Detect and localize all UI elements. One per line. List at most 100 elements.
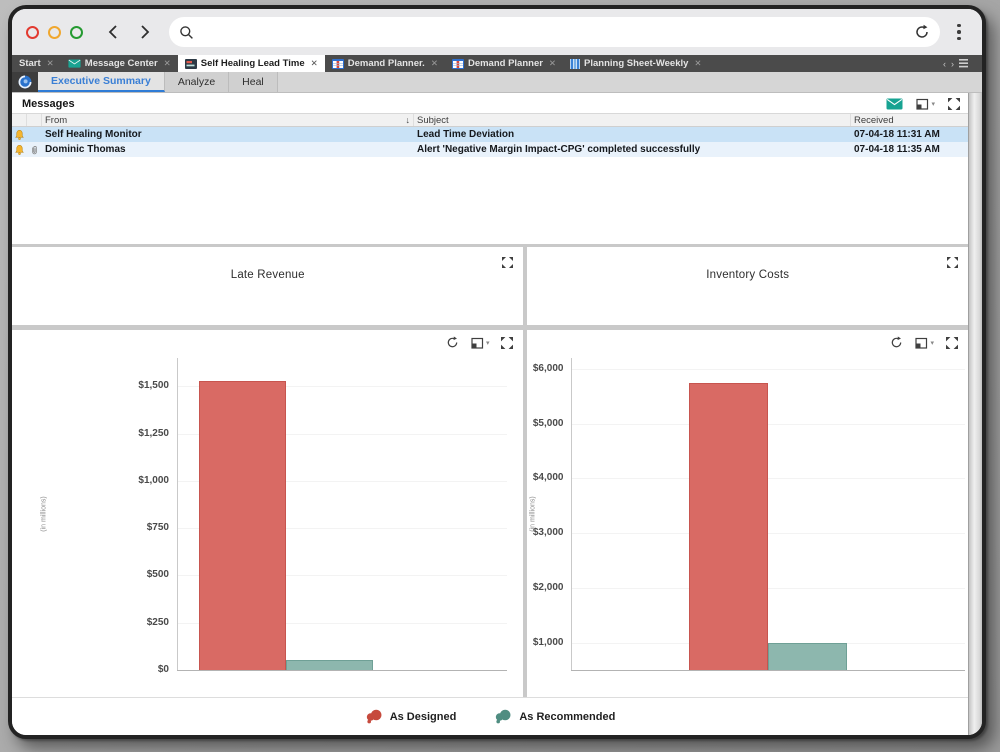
close-tab-icon[interactable]: ✕ <box>46 58 54 68</box>
refresh-chart-icon[interactable] <box>446 336 459 349</box>
minimize-window-button[interactable] <box>48 25 61 39</box>
view-tab-label: Heal <box>242 76 264 88</box>
tab-label: Self Healing Lead Time <box>200 58 305 69</box>
maximize-late-revenue-button[interactable] <box>502 255 514 273</box>
messages-table-body: Self Healing Monitor Lead Time Deviation 0… <box>12 127 968 244</box>
expand-icon <box>947 257 958 268</box>
message-row-2[interactable]: Dominic Thomas Alert 'Negative Margin Imp… <box>12 142 968 157</box>
app-tab-planning-sheet-weekly[interactable]: Planning Sheet-Weekly ✕ <box>563 55 708 72</box>
legend-item-as-recommended[interactable]: As Recommended <box>494 709 615 724</box>
vertical-scrollbar[interactable] <box>968 93 982 735</box>
export-dropdown-caret-icon: ▾ <box>485 339 490 347</box>
y-axis-line <box>571 358 573 670</box>
refresh-chart-icon[interactable] <box>890 336 903 349</box>
legend-item-as-designed[interactable]: As Designed <box>365 709 457 724</box>
y-tick-label: $1,000 <box>138 474 169 486</box>
app-tab-message-center[interactable]: Message Center ✕ <box>61 55 178 72</box>
message-row-1[interactable]: Self Healing Monitor Lead Time Deviation 0… <box>12 127 968 142</box>
view-tab-analyze[interactable]: Analyze <box>164 72 230 92</box>
y-tick-label: $4,000 <box>532 472 564 484</box>
expand-icon <box>948 98 960 110</box>
messages-panel-title: Messages <box>22 98 75 110</box>
message-from: Dominic Thomas <box>45 144 126 155</box>
browser-menu-button[interactable] <box>950 23 968 41</box>
column-icon-1 <box>12 114 27 126</box>
gridline <box>571 423 966 425</box>
export-window-icon <box>915 337 928 349</box>
message-from: Self Healing Monitor <box>45 129 142 140</box>
legend-label: As Designed <box>389 710 457 723</box>
close-tab-icon[interactable]: ✕ <box>163 58 171 68</box>
legend-label: As Recommended <box>519 710 616 723</box>
y-axis-unit-label: (in millions) <box>40 496 48 532</box>
tab-scroll-controls: ‹ › <box>937 55 968 72</box>
zoom-window-button[interactable] <box>70 25 83 39</box>
series-marker-icon <box>496 709 511 724</box>
gridline <box>177 386 507 388</box>
scroll-tabs-right-icon[interactable]: › <box>951 58 954 69</box>
forward-button[interactable] <box>133 21 155 43</box>
chevron-left-icon <box>108 25 117 39</box>
bar-as-recommended[interactable] <box>286 659 373 670</box>
sort-descending-icon: ↓ <box>405 115 411 125</box>
view-tab-executive-summary[interactable]: Executive Summary <box>38 72 165 92</box>
chart-legend: As Designed As Recommended <box>12 697 968 735</box>
gridline <box>571 368 966 370</box>
gridline <box>571 478 966 480</box>
export-dropdown-caret-icon: ▾ <box>931 101 935 108</box>
app-tab-start[interactable]: Start ✕ <box>12 55 61 72</box>
spreadsheet-icon <box>331 58 344 69</box>
refresh-page-icon[interactable] <box>914 24 930 40</box>
view-tab-heal[interactable]: Heal <box>229 72 278 92</box>
late-revenue-chart-panel: ▾ $0 $250 $500 $750 $1,000 $1,250 $1,500 (in mi… <box>12 330 524 697</box>
y-tick-label: $5,000 <box>532 417 564 429</box>
export-chart-button[interactable]: ▾ <box>471 337 490 349</box>
tab-label: Demand Planner <box>467 58 543 69</box>
app-tab-self-healing-lead-time[interactable]: Self Healing Lead Time ✕ <box>177 55 325 72</box>
maximize-messages-button[interactable] <box>948 98 960 110</box>
app-home-button[interactable] <box>12 72 38 92</box>
scroll-tabs-left-icon[interactable]: ‹ <box>943 58 946 69</box>
dashboard-icon <box>184 58 197 69</box>
app-tab-demand-planner[interactable]: Demand Planner ✕ <box>445 55 563 72</box>
export-messages-button[interactable]: ▾ <box>916 98 935 110</box>
bar-as-designed[interactable] <box>199 380 286 670</box>
paperclip-icon <box>32 145 37 154</box>
bar-as-recommended[interactable] <box>768 642 848 670</box>
tab-label: Planning Sheet-Weekly <box>584 58 689 69</box>
gridline <box>177 575 507 577</box>
column-header-from[interactable]: From ↓ <box>42 114 414 126</box>
search-input[interactable] <box>202 25 914 39</box>
maximize-chart-icon[interactable] <box>946 336 958 349</box>
close-tab-icon[interactable]: ✕ <box>310 58 318 68</box>
planning-sheet-icon <box>570 58 581 69</box>
search-icon <box>180 25 193 39</box>
column-header-received[interactable]: Received <box>854 114 894 126</box>
column-header-subject[interactable]: Subject <box>414 114 851 126</box>
maximize-inventory-costs-button[interactable] <box>947 255 958 273</box>
y-tick-label: $1,000 <box>532 636 564 648</box>
app-tab-demand-planner-[interactable]: Demand Planner. ✕ <box>325 55 445 72</box>
y-tick-label: $3,000 <box>532 527 564 539</box>
inventory-costs-chart-panel: ▾ $1,000 $2,000 $3,000 $4,000 $5,000 $6,000 (i… <box>527 330 968 697</box>
view-tab-label: Executive Summary <box>51 75 151 87</box>
new-message-button[interactable] <box>886 98 903 110</box>
charts-row: ▾ $0 $250 $500 $750 $1,000 $1,250 $1,500 (in mi… <box>12 330 968 697</box>
y-tick-label: $1,500 <box>138 380 169 392</box>
close-tab-icon[interactable]: ✕ <box>430 58 438 68</box>
bar-as-designed[interactable] <box>689 382 769 670</box>
y-tick-label: $500 <box>146 569 169 581</box>
close-tab-icon[interactable]: ✕ <box>694 58 702 68</box>
back-button[interactable] <box>103 21 125 43</box>
close-window-button[interactable] <box>26 25 39 39</box>
messages-titlebar: Messages <box>12 93 968 113</box>
export-window-icon <box>471 337 484 349</box>
column-icon-2 <box>27 114 42 126</box>
address-search-bar[interactable] <box>169 17 940 47</box>
maximize-chart-icon[interactable] <box>501 336 514 349</box>
export-chart-button[interactable]: ▾ <box>915 337 934 349</box>
tab-list-icon[interactable] <box>959 59 968 68</box>
close-tab-icon[interactable]: ✕ <box>548 58 557 68</box>
message-type-cell <box>12 129 27 141</box>
y-tick-label: $6,000 <box>532 362 564 374</box>
